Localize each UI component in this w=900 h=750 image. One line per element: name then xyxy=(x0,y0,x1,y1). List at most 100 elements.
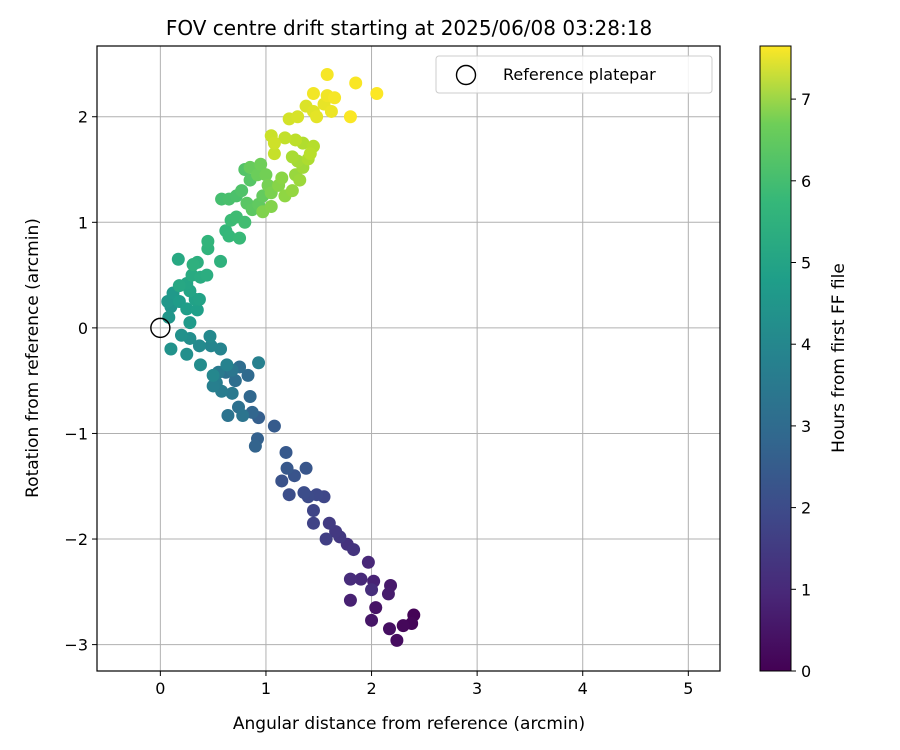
data-point xyxy=(243,390,257,404)
data-point xyxy=(206,379,220,393)
colorbar-tick-label: 4 xyxy=(801,335,811,354)
data-point xyxy=(306,87,320,101)
data-point xyxy=(370,87,384,101)
x-tick-label: 0 xyxy=(155,679,165,698)
x-tick-label: 2 xyxy=(366,679,376,698)
data-point xyxy=(293,173,307,187)
colorbar-tick-label: 7 xyxy=(801,90,811,109)
data-point xyxy=(172,279,186,293)
legend: Reference platepar xyxy=(435,55,713,94)
data-point xyxy=(365,613,379,627)
x-tick-label: 1 xyxy=(261,679,271,698)
y-tick-label: 0 xyxy=(78,319,88,338)
data-point xyxy=(241,368,255,382)
chart-title: FOV centre drift starting at 2025/06/08 … xyxy=(166,16,652,40)
scatter-points xyxy=(150,68,421,647)
data-point xyxy=(322,516,336,530)
colorbar-tick-label: 5 xyxy=(801,254,811,273)
data-point xyxy=(180,302,194,316)
data-point xyxy=(236,409,250,423)
colorbar-tick-label: 1 xyxy=(801,580,811,599)
data-point xyxy=(186,258,200,272)
data-point xyxy=(254,157,268,171)
colorbar-tick-label: 2 xyxy=(801,499,811,518)
data-point xyxy=(324,104,338,118)
data-point xyxy=(320,68,334,82)
data-point xyxy=(390,633,404,647)
data-point xyxy=(252,356,266,370)
data-point xyxy=(279,445,293,459)
colorbar-tick-label: 6 xyxy=(801,172,811,191)
data-point xyxy=(174,328,188,342)
y-tick-label: −1 xyxy=(64,424,88,443)
data-point xyxy=(193,358,207,372)
data-point xyxy=(192,292,206,306)
data-point xyxy=(343,110,357,124)
x-tick-label: 4 xyxy=(578,679,588,698)
y-tick-label: 1 xyxy=(78,213,88,232)
data-point xyxy=(220,358,234,372)
legend-marker xyxy=(455,64,477,86)
plot-frame xyxy=(96,45,721,672)
x-tick-label: 3 xyxy=(472,679,482,698)
y-tick-label: −2 xyxy=(64,530,88,549)
data-point xyxy=(291,110,305,124)
colorbar-label: Hours from first FF file xyxy=(829,263,849,453)
data-point xyxy=(201,234,215,248)
data-point xyxy=(282,488,296,502)
data-point xyxy=(280,461,294,475)
data-point xyxy=(354,572,368,586)
data-point xyxy=(162,310,176,324)
data-point xyxy=(361,555,375,569)
data-point xyxy=(180,347,194,361)
data-point xyxy=(349,76,363,90)
data-point xyxy=(347,543,361,557)
data-point xyxy=(238,215,252,229)
data-point xyxy=(248,439,262,453)
grid xyxy=(97,46,720,671)
data-point xyxy=(225,386,239,400)
data-point xyxy=(328,91,342,105)
data-point xyxy=(221,409,235,423)
data-point xyxy=(267,419,281,433)
data-point xyxy=(164,342,178,356)
data-point xyxy=(343,593,357,607)
y-tick-label: −3 xyxy=(64,636,88,655)
data-point xyxy=(275,171,289,185)
data-point xyxy=(369,601,383,615)
colorbar: 0 1 2 3 4 5 6 7 Hours from first FF file xyxy=(759,45,849,681)
y-axis-label: Rotation from reference (arcmin) xyxy=(23,218,43,498)
data-point xyxy=(190,303,204,317)
colorbar-tick-label: 0 xyxy=(801,662,811,681)
data-point xyxy=(303,147,317,161)
data-point xyxy=(267,147,281,161)
data-point xyxy=(204,339,218,353)
data-point xyxy=(381,587,395,601)
legend-entry-label: Reference platepar xyxy=(503,65,656,84)
data-point xyxy=(222,229,236,243)
data-point xyxy=(306,504,320,518)
data-point xyxy=(206,368,220,382)
data-point xyxy=(306,516,320,530)
legend-box xyxy=(435,55,713,94)
colorbar-gradient xyxy=(759,45,792,672)
colorbar-ticks: 0 1 2 3 4 5 6 7 xyxy=(791,90,811,681)
data-point xyxy=(285,150,299,164)
reference-platepar-marker xyxy=(150,317,171,339)
data-point xyxy=(297,486,311,500)
data-point xyxy=(214,254,228,268)
x-tick-label: 5 xyxy=(683,679,693,698)
data-point xyxy=(235,184,249,198)
data-point xyxy=(365,583,379,597)
data-point xyxy=(278,131,292,145)
data-point xyxy=(310,110,324,124)
data-point xyxy=(396,619,410,633)
data-point xyxy=(228,374,242,388)
data-point xyxy=(264,199,278,213)
data-point xyxy=(259,168,273,182)
x-axis-label: Angular distance from reference (arcmin) xyxy=(233,714,585,734)
data-point xyxy=(233,231,247,245)
data-point xyxy=(319,532,333,546)
data-point xyxy=(267,136,281,150)
